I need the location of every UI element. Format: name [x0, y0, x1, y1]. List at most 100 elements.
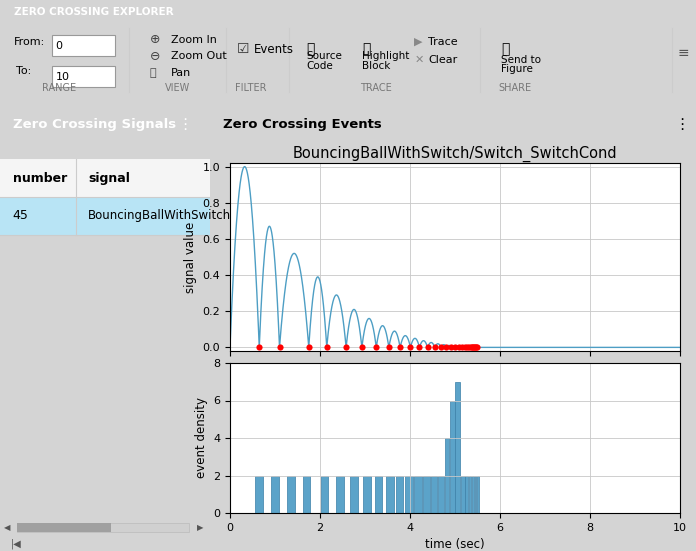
Bar	[477, 476, 479, 513]
Bar	[0, 197, 210, 235]
Bar	[386, 476, 393, 513]
Text: number: number	[13, 172, 67, 185]
Text: ⊕: ⊕	[150, 34, 160, 46]
Point	[321, 343, 332, 352]
Bar	[350, 476, 358, 513]
Point	[371, 343, 382, 352]
Text: TRACE: TRACE	[360, 83, 392, 93]
Bar	[472, 476, 474, 513]
Point	[395, 343, 406, 352]
Text: Block: Block	[362, 61, 390, 71]
Y-axis label: event density: event density	[195, 397, 207, 478]
Point	[436, 343, 447, 352]
Text: |◀: |◀	[10, 538, 22, 549]
Point	[466, 343, 477, 352]
Bar	[363, 476, 371, 513]
Text: ◀: ◀	[4, 523, 10, 532]
Bar	[405, 476, 413, 513]
Bar	[374, 476, 382, 513]
Point	[441, 343, 452, 352]
Text: 📄: 📄	[306, 42, 315, 56]
Bar	[321, 476, 329, 513]
Text: FILTER: FILTER	[235, 83, 267, 93]
Point	[446, 343, 457, 352]
Point	[383, 343, 395, 352]
Text: Pan: Pan	[171, 68, 191, 78]
Point	[414, 343, 425, 352]
Bar	[303, 476, 310, 513]
Text: ▶: ▶	[198, 523, 204, 532]
Text: Zero Crossing Events: Zero Crossing Events	[223, 118, 381, 131]
Point	[356, 343, 367, 352]
Text: 🔷: 🔷	[362, 42, 370, 56]
Bar	[17, 523, 111, 532]
Point	[454, 343, 465, 352]
Y-axis label: signal value: signal value	[184, 222, 197, 293]
Bar	[450, 401, 454, 513]
Bar	[468, 476, 471, 513]
Text: ✋: ✋	[150, 68, 157, 78]
Text: ⊖: ⊖	[150, 50, 160, 63]
Point	[465, 343, 476, 352]
Bar	[17, 523, 189, 532]
Bar	[336, 476, 344, 513]
Text: 0: 0	[56, 41, 63, 51]
Bar	[475, 476, 477, 513]
Text: ⋮: ⋮	[177, 117, 192, 132]
Text: Highlight: Highlight	[362, 51, 409, 61]
Point	[422, 343, 433, 352]
Text: ▶: ▶	[414, 37, 422, 47]
Point	[303, 343, 315, 352]
Text: ⋮: ⋮	[674, 117, 689, 132]
Text: To:: To:	[16, 66, 31, 76]
Text: Zoom Out: Zoom Out	[171, 51, 226, 61]
Text: Code: Code	[306, 61, 333, 71]
Point	[459, 343, 470, 352]
Bar	[287, 476, 294, 513]
FancyBboxPatch shape	[52, 35, 115, 56]
FancyBboxPatch shape	[52, 66, 115, 88]
Bar	[461, 476, 464, 513]
Bar	[432, 476, 437, 513]
Text: Zero Crossing Signals: Zero Crossing Signals	[13, 118, 175, 131]
Text: 10: 10	[56, 72, 70, 82]
Bar	[455, 382, 460, 513]
Bar	[0, 159, 210, 197]
Text: ZERO CROSSING EXPLORER: ZERO CROSSING EXPLORER	[14, 7, 173, 17]
Title: BouncingBallWithSwitch/Switch_SwitchCond: BouncingBallWithSwitch/Switch_SwitchCond	[293, 145, 617, 161]
Bar	[438, 476, 444, 513]
Point	[340, 343, 351, 352]
X-axis label: time (sec): time (sec)	[425, 538, 485, 551]
Point	[469, 343, 480, 352]
Point	[450, 343, 461, 352]
Text: Figure: Figure	[501, 64, 533, 74]
Text: 45: 45	[13, 209, 29, 222]
Point	[470, 343, 482, 352]
Text: Send to: Send to	[501, 55, 541, 65]
Bar	[445, 438, 449, 513]
Point	[253, 343, 264, 352]
Point	[405, 343, 416, 352]
Point	[457, 343, 468, 352]
Bar	[271, 476, 279, 513]
Bar	[423, 476, 430, 513]
Bar	[396, 476, 404, 513]
Text: From:: From:	[14, 37, 45, 47]
Text: ☑: ☑	[237, 42, 249, 56]
Text: Source: Source	[306, 51, 342, 61]
Text: Trace: Trace	[428, 37, 458, 47]
Point	[468, 343, 479, 352]
Point	[471, 343, 482, 352]
Bar	[414, 476, 422, 513]
Text: Clear: Clear	[428, 55, 457, 65]
Text: 📊: 📊	[501, 42, 509, 56]
Bar	[465, 476, 468, 513]
Text: RANGE: RANGE	[42, 83, 77, 93]
Point	[461, 343, 473, 352]
Text: Zoom In: Zoom In	[171, 35, 216, 45]
Text: ✕: ✕	[414, 55, 423, 65]
Point	[470, 343, 481, 352]
Text: ≡: ≡	[678, 46, 689, 60]
Text: Events: Events	[254, 42, 294, 56]
Point	[464, 343, 475, 352]
